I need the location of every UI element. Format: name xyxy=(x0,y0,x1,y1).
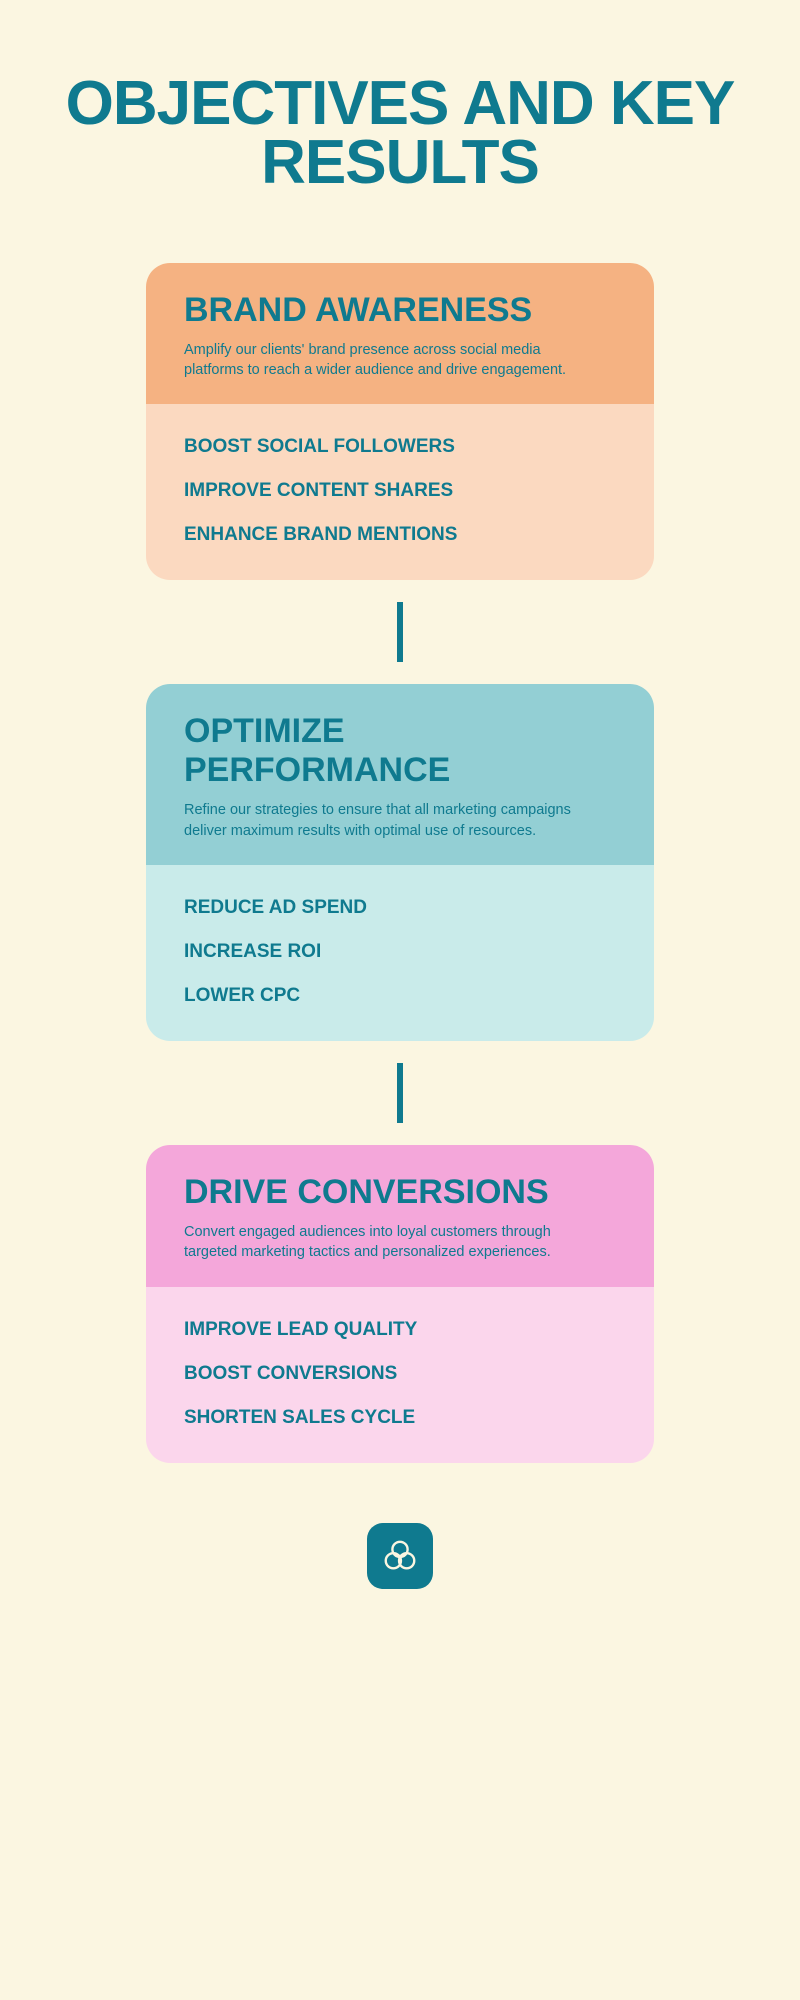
card-description: Convert engaged audiences into loyal cus… xyxy=(184,1222,584,1263)
card-description: Amplify our clients' brand presence acro… xyxy=(184,340,584,381)
result-item: INCREASE ROI xyxy=(184,941,616,963)
card-body: REDUCE AD SPEND INCREASE ROI LOWER CPC xyxy=(146,865,654,1041)
card-header: BRAND AWARENESS Amplify our clients' bra… xyxy=(146,263,654,405)
result-item: IMPROVE LEAD QUALITY xyxy=(184,1319,616,1341)
card-header: DRIVE CONVERSIONS Convert engaged audien… xyxy=(146,1145,654,1287)
result-item: LOWER CPC xyxy=(184,985,616,1007)
card-optimize-performance: OPTIMIZE PERFORMANCE Refine our strategi… xyxy=(146,684,654,1041)
connector-line xyxy=(397,602,403,662)
card-drive-conversions: DRIVE CONVERSIONS Convert engaged audien… xyxy=(146,1145,654,1463)
result-item: BOOST SOCIAL FOLLOWERS xyxy=(184,436,616,458)
page-title: OBJECTIVES AND KEY RESULTS xyxy=(0,75,800,193)
result-item: REDUCE AD SPEND xyxy=(184,897,616,919)
result-item: SHORTEN SALES CYCLE xyxy=(184,1407,616,1429)
result-item: ENHANCE BRAND MENTIONS xyxy=(184,524,616,546)
connector-line xyxy=(397,1063,403,1123)
card-brand-awareness: BRAND AWARENESS Amplify our clients' bra… xyxy=(146,263,654,581)
card-title: BRAND AWARENESS xyxy=(184,291,616,330)
card-title: DRIVE CONVERSIONS xyxy=(184,1173,616,1212)
logo-badge xyxy=(367,1523,433,1589)
card-body: BOOST SOCIAL FOLLOWERS IMPROVE CONTENT S… xyxy=(146,404,654,580)
card-header: OPTIMIZE PERFORMANCE Refine our strategi… xyxy=(146,684,654,865)
card-body: IMPROVE LEAD QUALITY BOOST CONVERSIONS S… xyxy=(146,1287,654,1463)
card-title: OPTIMIZE PERFORMANCE xyxy=(184,712,616,790)
result-item: IMPROVE CONTENT SHARES xyxy=(184,480,616,502)
result-item: BOOST CONVERSIONS xyxy=(184,1363,616,1385)
knot-icon xyxy=(381,1537,419,1575)
card-description: Refine our strategies to ensure that all… xyxy=(184,800,584,841)
